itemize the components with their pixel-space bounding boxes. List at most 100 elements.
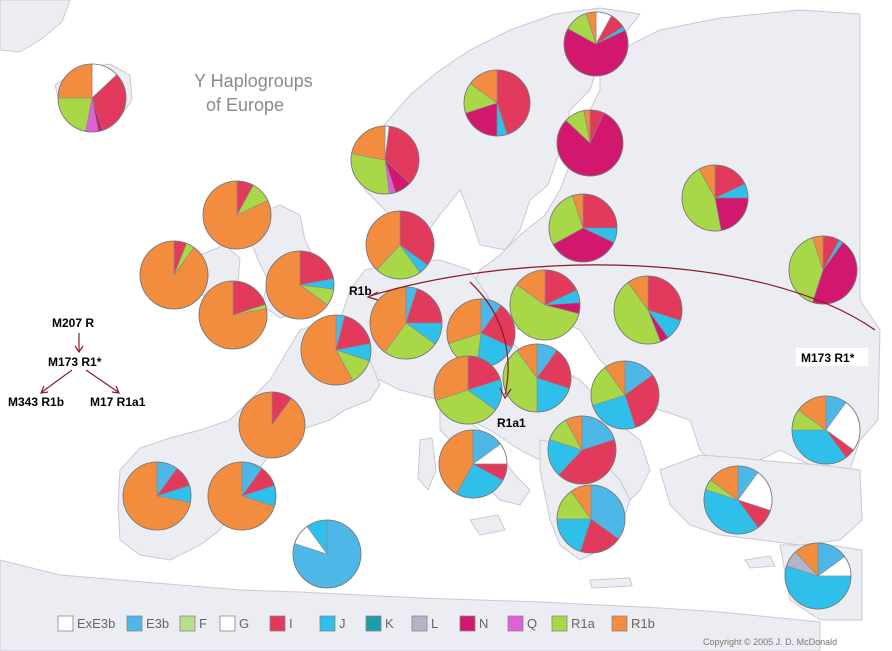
- pie-22-outline: [238, 391, 306, 459]
- legend-swatch-q: [507, 615, 524, 632]
- copyright-text: Copyright © 2005 J. D. McDonald: [703, 637, 837, 647]
- r1b-migration-arc: [369, 264, 876, 331]
- r1a1-migration-arc: [469, 281, 509, 396]
- map-title-line2: of Europe: [206, 95, 284, 115]
- pie-4: [556, 109, 624, 177]
- greenland-landmass: [0, 0, 71, 53]
- r1b-annotation: R1b: [349, 284, 372, 298]
- pie-17: [369, 286, 443, 360]
- m173-east-annotation: M173 R1*: [801, 351, 855, 365]
- pie-11: [265, 250, 335, 320]
- tree-edge-mid-left: [41, 369, 73, 393]
- legend-swatch-n: [459, 615, 476, 632]
- pie-23: [791, 395, 861, 465]
- legend-swatch-j: [319, 615, 336, 632]
- legend-label-exe3b: ExE3b: [77, 616, 115, 631]
- legend-label-g: G: [239, 616, 249, 631]
- pie-8: [548, 193, 618, 263]
- legend-swatch-k: [365, 615, 382, 632]
- haplogroup-tree: M207 R M173 R1* M343 R1b M17 R1a1: [8, 316, 146, 409]
- pie-21: [590, 360, 660, 430]
- pie-5: [350, 125, 420, 195]
- r1a1-annotation: R1a1: [497, 416, 526, 430]
- pie-17-outline: [369, 286, 443, 360]
- pie-31: [784, 542, 852, 610]
- tree-arrow-mid-right: [111, 385, 120, 394]
- pie-26-outline: [122, 461, 192, 531]
- pie-9-outline: [365, 210, 435, 280]
- pie-21-outline: [590, 360, 660, 430]
- pie-5-outline: [350, 125, 420, 195]
- legend-label-e3b: E3b: [146, 616, 169, 631]
- pie-8-outline: [548, 193, 618, 263]
- pie-14: [613, 275, 683, 345]
- legend-label-r1a: R1a: [571, 616, 596, 631]
- pie-16-outline: [300, 314, 372, 386]
- pie-24-outline: [438, 429, 508, 499]
- tree-arrow-mid-left: [40, 385, 49, 394]
- pie-30-outline: [292, 519, 362, 589]
- crete-landmass: [589, 577, 633, 589]
- legend-label-k: K: [385, 616, 394, 631]
- pie-2-outline: [563, 11, 629, 77]
- corsica-sardinia-landmass: [417, 437, 437, 491]
- pie-4-outline: [556, 109, 624, 177]
- legend-swatch-r1b: [611, 615, 628, 632]
- legend-label-q: Q: [527, 616, 537, 631]
- legend-swatch-r1a: [551, 615, 568, 632]
- m173-east-label-bg: [796, 348, 868, 366]
- pie-13-outline: [509, 269, 581, 341]
- pie-27-outline: [207, 461, 277, 531]
- pie-3: [463, 69, 531, 137]
- pie-25-outline: [547, 415, 617, 485]
- pie-2: [563, 11, 629, 77]
- sicily-landmass: [469, 514, 506, 536]
- tree-root-label: M207 R: [52, 316, 94, 330]
- legend-label-i: I: [289, 616, 293, 631]
- pie-11-outline: [265, 250, 335, 320]
- pie-31-outline: [784, 542, 852, 610]
- pie-3-outline: [463, 69, 531, 137]
- pie-29: [556, 484, 626, 554]
- legend-swatch-exe3b: [57, 615, 74, 632]
- pie-6-outline: [202, 180, 272, 250]
- pie-12-outline: [198, 280, 268, 350]
- pie-9: [365, 210, 435, 280]
- pie-27: [207, 461, 277, 531]
- pie-28-outline: [703, 465, 773, 535]
- pie-10-outline: [139, 240, 209, 310]
- tree-edge-mid-right: [85, 369, 119, 393]
- pie-26: [122, 461, 192, 531]
- pie-14-outline: [613, 275, 683, 345]
- pie-1: [57, 63, 127, 133]
- legend-swatch-i: [269, 615, 286, 632]
- pie-charts: [57, 11, 861, 610]
- pie-16: [300, 314, 372, 386]
- pie-15-outline: [788, 235, 858, 305]
- pie-19-outline: [433, 355, 503, 425]
- pie-23-outline: [791, 395, 861, 465]
- map-title-line1: Y Haplogroups: [194, 71, 313, 91]
- legend-label-r1b: R1b: [631, 616, 655, 631]
- legend-swatch-f: [179, 615, 196, 632]
- legend-label-j: J: [339, 616, 346, 631]
- tree-left-label: M343 R1b: [8, 395, 64, 409]
- legend-label-n: N: [479, 616, 488, 631]
- tree-arrow-root-mid: [74, 345, 84, 354]
- tree-mid-label: M173 R1*: [48, 355, 102, 369]
- pie-1-outline: [57, 63, 127, 133]
- pie-12: [198, 280, 268, 350]
- legend-swatch-g: [219, 615, 236, 632]
- legend-swatch-e3b: [126, 615, 143, 632]
- pie-24: [438, 429, 508, 499]
- pie-7: [681, 164, 749, 232]
- pie-18: [446, 298, 516, 368]
- pie-15: [788, 235, 858, 305]
- tree-right-label: M17 R1a1: [90, 395, 146, 409]
- legend-label-f: F: [199, 616, 207, 631]
- pie-20: [502, 343, 572, 413]
- pie-6: [202, 180, 272, 250]
- r1b-arrowhead: [366, 291, 379, 301]
- pie-22: [238, 391, 306, 459]
